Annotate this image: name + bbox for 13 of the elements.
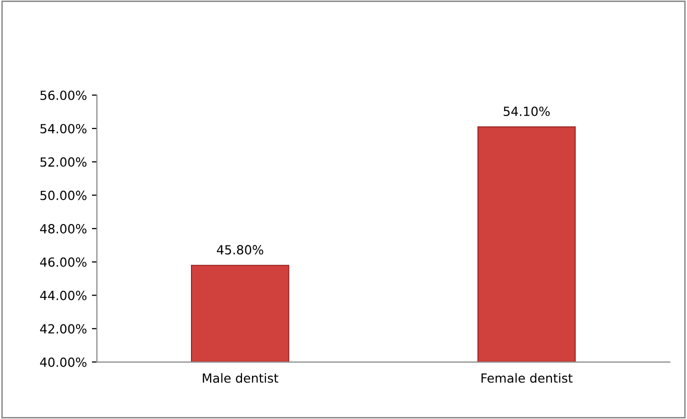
y-tick-label: 52.00%	[40, 157, 86, 167]
data-label: 54.10%	[504, 106, 550, 116]
y-tick-label: 42.00%	[40, 324, 86, 334]
y-tick-label: 40.00%	[40, 357, 86, 367]
y-tick-label: 48.00%	[40, 224, 86, 234]
y-tick-label: 56.00%	[40, 90, 86, 100]
y-tick-label: 46.00%	[40, 257, 86, 267]
x-tick-label: Male dentist	[202, 373, 278, 383]
y-tick-label: 50.00%	[40, 190, 86, 200]
y-tick-label: 44.00%	[40, 290, 86, 300]
x-tick-label: Female dentist	[482, 373, 573, 383]
y-tick-label: 54.00%	[40, 124, 86, 134]
data-label: 45.80%	[216, 245, 264, 255]
